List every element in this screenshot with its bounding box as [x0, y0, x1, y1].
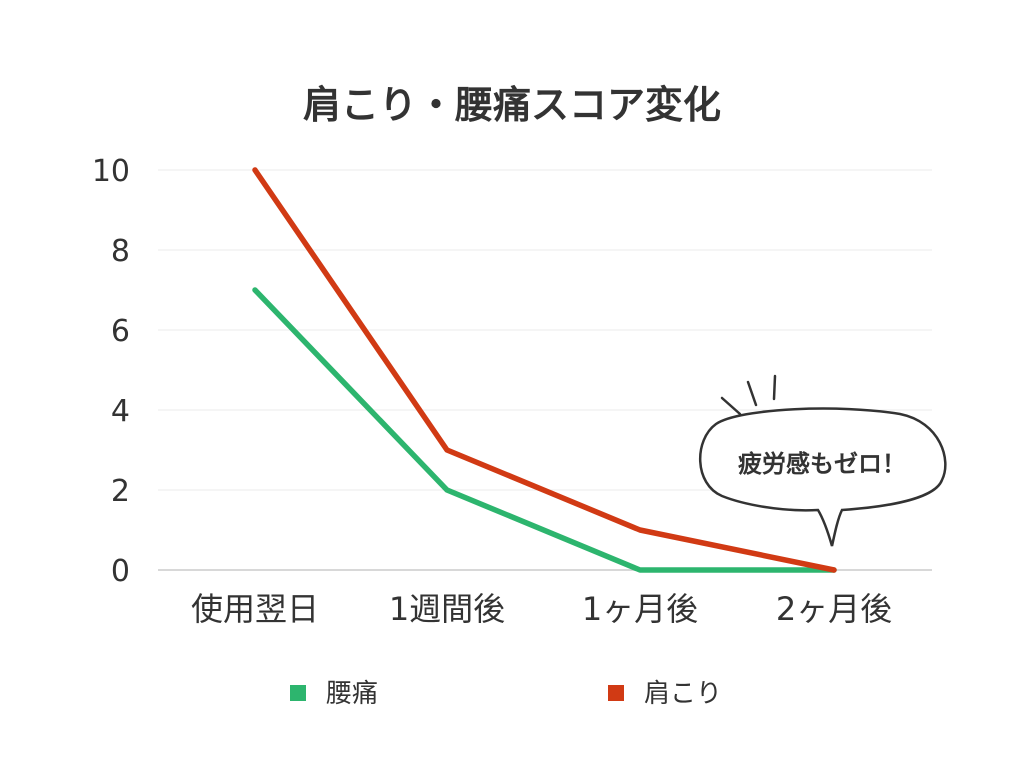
y-axis: 0 2 4 6 8 10 [92, 154, 130, 589]
y-tick-label: 6 [111, 314, 130, 349]
x-tick-label: 使用翌日 [191, 590, 319, 628]
chart-title: 肩こり・腰痛スコア変化 [303, 83, 721, 127]
y-tick-label: 4 [111, 394, 130, 429]
series-line-0 [252, 287, 837, 573]
data-point [252, 167, 258, 173]
callout: 疲労感もゼロ！ [698, 374, 947, 547]
x-tick-label: 2ヶ月後 [776, 590, 892, 628]
legend: 腰痛 肩こり [290, 679, 722, 709]
legend-swatch [608, 685, 624, 701]
legend-swatch [290, 685, 306, 701]
y-tick-label: 0 [111, 554, 130, 589]
x-tick-label: 1週間後 [389, 590, 505, 628]
series-line-1 [252, 167, 837, 573]
x-tick-label: 1ヶ月後 [582, 590, 698, 628]
callout-text: 疲労感もゼロ！ [738, 450, 906, 478]
data-point [831, 567, 837, 573]
series-lines [252, 167, 837, 573]
data-point [637, 567, 643, 573]
data-point [637, 527, 643, 533]
callout-emphasis-marks [720, 374, 777, 416]
x-axis: 使用翌日 1週間後 1ヶ月後 2ヶ月後 [191, 590, 892, 628]
data-point [444, 487, 450, 493]
data-point [444, 447, 450, 453]
data-point [252, 287, 258, 293]
legend-label: 腰痛 [326, 679, 378, 709]
callout-bubble [698, 407, 947, 547]
y-tick-label: 8 [111, 234, 130, 269]
y-tick-label: 2 [111, 474, 130, 509]
y-tick-label: 10 [92, 154, 130, 189]
legend-label: 肩こり [644, 679, 722, 709]
